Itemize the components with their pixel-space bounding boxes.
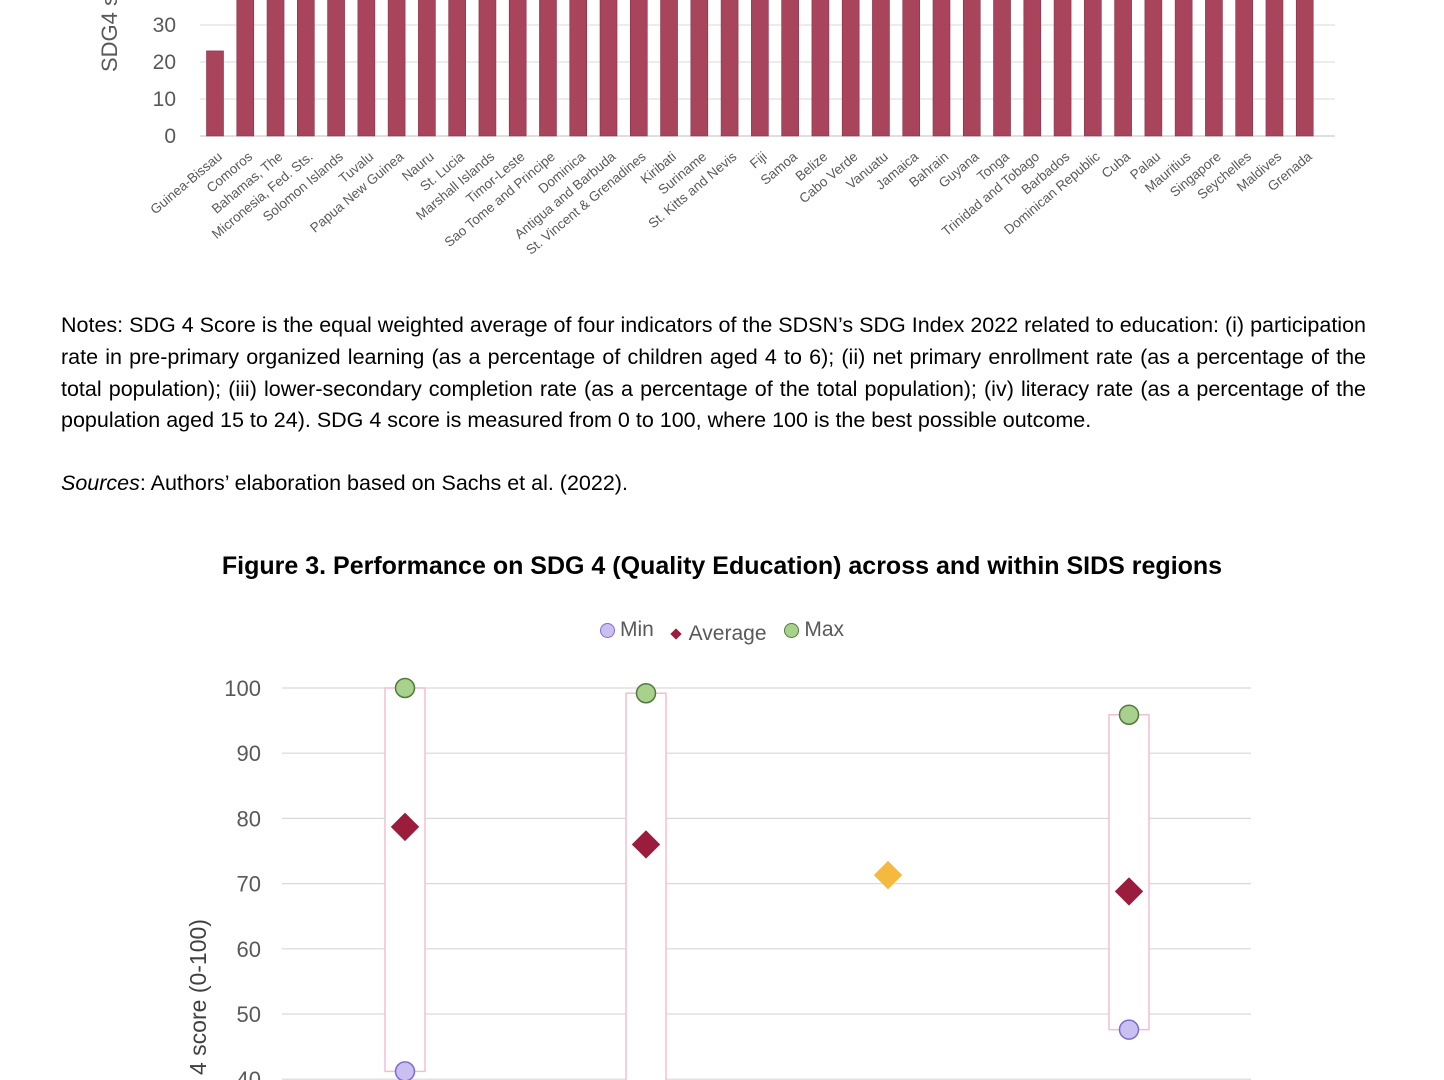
bar-3	[297, 0, 315, 137]
notes-text: Notes: SDG 4 Score is the equal weighted…	[61, 313, 1366, 433]
max-point-0	[394, 677, 416, 699]
bar-11	[539, 0, 557, 137]
bar-chart-x-label: Cuba	[1099, 148, 1134, 181]
bar-28	[1053, 0, 1072, 137]
figure-3-title: Figure 3. Performance on SDG 4 (Quality …	[221, 552, 1223, 580]
sources-text: : Authors’ elaboration based on Sachs et…	[139, 471, 628, 495]
legend-max-marker	[784, 622, 800, 638]
bar-35	[1265, 0, 1284, 137]
bar-2	[266, 0, 285, 137]
max-point-3	[1118, 704, 1140, 725]
bar-7	[418, 0, 436, 137]
legend-item-min: Min	[599, 618, 654, 642]
bar-36	[1295, 0, 1314, 137]
min-point-0	[394, 1061, 416, 1080]
figure-sources: Sources: Authors’ elaboration based on S…	[61, 468, 628, 500]
range-box-3	[1108, 713, 1150, 1031]
bar-1	[236, 0, 255, 137]
scatter-y-tick: 50	[237, 1002, 261, 1027]
bar-24	[932, 0, 951, 137]
bar-chart-y-tick: 0	[164, 125, 176, 148]
bar-26	[993, 0, 1011, 137]
legend-item-average: Average	[669, 621, 767, 646]
bar-21	[841, 0, 860, 137]
average-point-0	[390, 812, 420, 842]
scatter-range-boxes	[384, 687, 1150, 1080]
bar-chart-y-tick: 20	[153, 51, 176, 74]
average-point-3	[1114, 877, 1144, 906]
bar-27	[1023, 0, 1042, 137]
scatter-points	[390, 677, 1144, 1080]
bar-25	[962, 0, 981, 137]
range-box-1	[625, 692, 667, 1080]
scatter-y-axis-label: 4 score (0-100)	[185, 919, 211, 1075]
bar-13	[599, 0, 618, 137]
scatter-y-tick: 40	[237, 1067, 261, 1080]
bar-34	[1235, 0, 1253, 137]
bar-chart-y-tick: 10	[153, 88, 176, 111]
bar-chart-y-axis-label: SDG4 s	[97, 0, 122, 72]
scatter-y-ticks: 100 90 80 70 60 50 40	[224, 676, 261, 1080]
bar-23	[902, 0, 921, 137]
legend-min-label: Min	[619, 618, 654, 641]
bar-17	[720, 0, 739, 137]
bar-4	[327, 0, 345, 137]
scatter-y-tick: 80	[237, 806, 261, 831]
average-point-2	[873, 860, 903, 890]
legend-average-marker	[669, 627, 682, 640]
bar-chart-bars	[206, 0, 1314, 137]
bar-chart-y-ticks: 30 20 10 0	[153, 14, 176, 148]
bar-20	[811, 0, 830, 137]
bar-29	[1084, 0, 1102, 137]
scatter-gridlines	[282, 687, 1251, 1080]
sources-label: Sources	[61, 471, 140, 495]
scatter-y-tick: 70	[237, 872, 261, 897]
bar-14	[629, 0, 648, 137]
average-point-1	[631, 830, 661, 859]
min-point-3	[1118, 1019, 1140, 1040]
range-box-0	[384, 687, 426, 1073]
bar-30	[1114, 0, 1132, 137]
bar-6	[387, 0, 406, 137]
bar-5	[357, 0, 376, 137]
bar-15	[660, 0, 678, 137]
bar-19	[781, 0, 799, 137]
bar-32	[1174, 0, 1193, 137]
bar-16	[690, 0, 709, 137]
bar-18	[751, 0, 769, 137]
bar-12	[569, 0, 588, 137]
bar-33	[1205, 0, 1223, 137]
legend-average-label: Average	[688, 621, 767, 645]
scatter-y-tick: 60	[237, 937, 261, 962]
bar-9	[478, 0, 497, 137]
scatter-y-tick: 90	[237, 741, 261, 766]
bar-10	[508, 0, 527, 137]
legend-min-marker	[599, 622, 615, 638]
legend-max-label: Max	[804, 618, 845, 641]
bar-chart-y-tick: 30	[153, 14, 176, 37]
max-point-1	[635, 682, 657, 704]
bar-31	[1144, 0, 1163, 137]
chart-legend: Min Average Max	[0, 618, 1444, 646]
bar-8	[448, 0, 466, 137]
scatter-y-tick: 100	[224, 676, 261, 701]
bar-22	[872, 0, 890, 137]
figure-notes: Notes: SDG 4 Score is the equal weighted…	[61, 310, 1366, 437]
bar-0	[206, 50, 224, 137]
legend-item-max: Max	[784, 618, 844, 642]
